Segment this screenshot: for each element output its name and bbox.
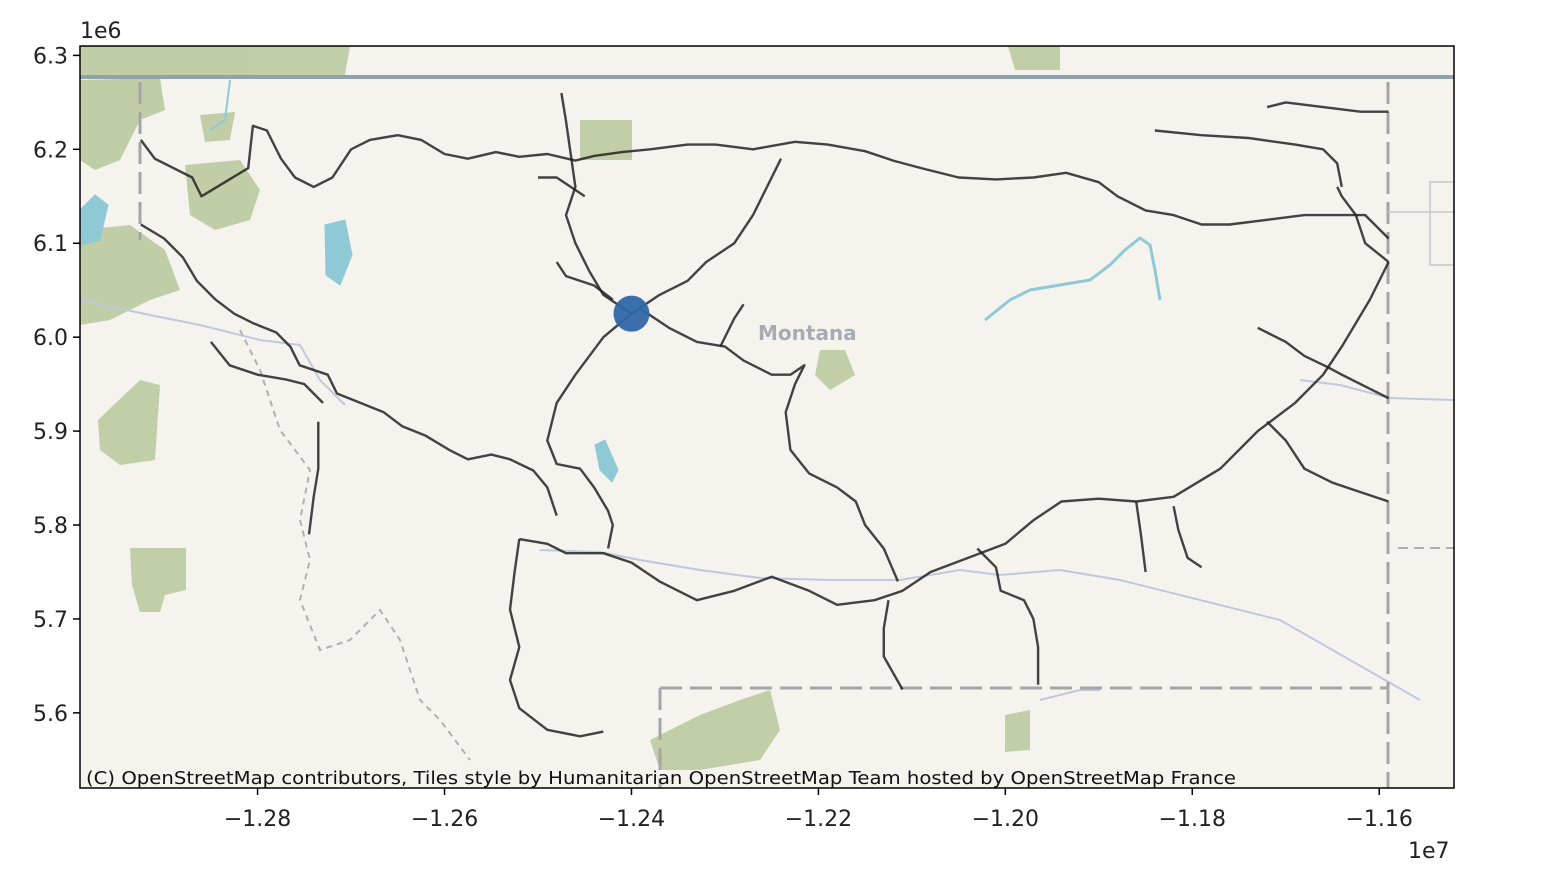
river (80, 299, 346, 406)
lake (209, 79, 231, 131)
route-line (1172, 505, 1203, 569)
y-tick-label: 6.0 (33, 326, 68, 351)
forest-patch (80, 46, 350, 75)
route-line (1336, 186, 1390, 263)
axes-frame (79, 45, 1455, 789)
x-tick-label: −1.28 (224, 807, 291, 832)
x-tick-label: −1.16 (1346, 807, 1413, 832)
route-line (538, 176, 586, 198)
forest-patch (200, 112, 235, 142)
river (1039, 689, 1100, 701)
water-bodies (80, 79, 1162, 483)
reservoir (984, 236, 1162, 322)
route-line (719, 303, 745, 348)
lake (80, 194, 109, 246)
route-line (1266, 101, 1389, 113)
lake (324, 219, 353, 286)
route-line (630, 158, 783, 315)
forest-patch (80, 78, 165, 170)
y-tick-label: 5.9 (33, 420, 68, 445)
forest-patch (580, 120, 632, 160)
y-tick-label: 6.3 (33, 44, 68, 69)
forest-patch (98, 380, 160, 465)
borders (80, 75, 1454, 788)
x-tick-label: −1.22 (785, 807, 852, 832)
y-tick-label: 6.2 (33, 138, 68, 163)
route-line (140, 223, 558, 516)
route-line (1154, 129, 1343, 188)
forest-patch (650, 690, 780, 770)
y-axis: 5.6 5.7 5.8 5.9 6.0 6.1 6.2 6.3 (33, 44, 80, 727)
forest-patch (815, 350, 855, 390)
y-tick-label: 5.6 (33, 702, 68, 727)
y-tick-label: 5.8 (33, 514, 68, 539)
map-attribution: (C) OpenStreetMap contributors, Tiles st… (86, 769, 1236, 789)
route-lines (139, 92, 1390, 738)
forest-patch (80, 225, 180, 325)
river (539, 549, 1421, 701)
x-tick-label: −1.26 (411, 807, 478, 832)
y-tick-label: 6.1 (33, 232, 68, 257)
place-label-montana: Montana (758, 321, 857, 345)
route-line (1257, 326, 1390, 400)
route-line (882, 600, 904, 690)
x-offset-label: 1e7 (1408, 839, 1450, 864)
route-line (1266, 420, 1389, 503)
x-tick-label: −1.24 (598, 807, 665, 832)
route-line (560, 92, 633, 315)
forest-patch (130, 548, 186, 612)
y-tick-label: 5.7 (33, 608, 68, 633)
state-border (239, 329, 471, 761)
y-offset-label: 1e6 (80, 19, 122, 44)
forest-areas (80, 46, 1060, 770)
route-line (139, 124, 1390, 240)
county-border (1388, 181, 1454, 266)
forest-patch (1008, 46, 1060, 70)
x-tick-label: −1.20 (972, 807, 1039, 832)
route-line (307, 421, 320, 535)
location-marker[interactable] (613, 295, 650, 332)
route-line (209, 341, 324, 404)
basemap (80, 46, 1454, 788)
x-tick-label: −1.18 (1159, 807, 1226, 832)
lake (594, 439, 619, 483)
forest-patch (1005, 710, 1030, 752)
route-line (519, 261, 1390, 606)
x-axis: −1.28 −1.26 −1.24 −1.22 −1.20 −1.18 −1.16 (224, 788, 1413, 832)
route-line (555, 261, 614, 301)
river (1299, 379, 1454, 401)
route-line (546, 312, 633, 549)
rivers (80, 299, 1454, 701)
route-line (976, 547, 1040, 685)
forest-patch (185, 160, 260, 230)
route-line (1135, 501, 1147, 573)
route-line (508, 538, 604, 738)
route-line (640, 308, 900, 582)
land-background (80, 46, 1454, 788)
